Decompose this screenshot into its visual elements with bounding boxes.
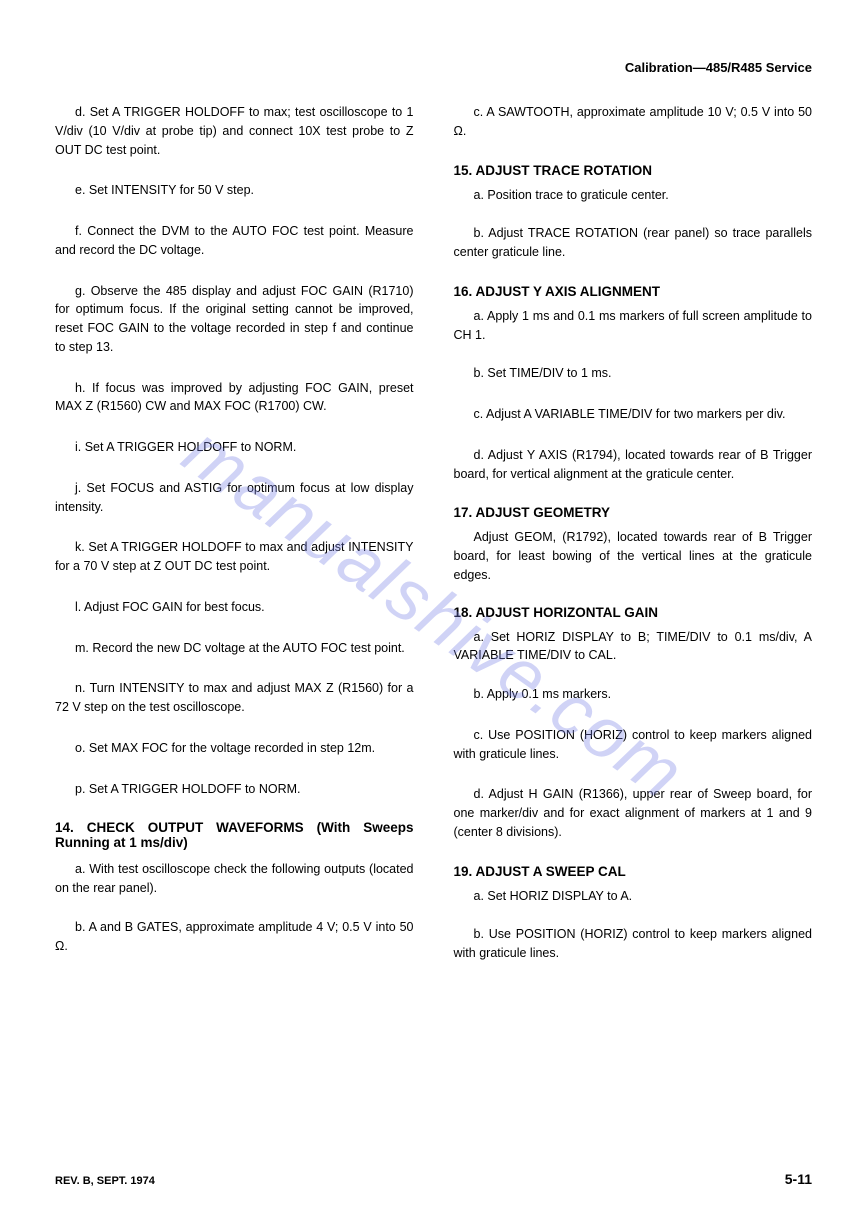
heading-17: 17. ADJUST GEOMETRY <box>454 505 813 520</box>
step-17: Adjust GEOM, (R1792), located towards re… <box>454 528 813 584</box>
step-n: n. Turn INTENSITY to max and adjust MAX … <box>55 679 414 717</box>
step-16c: c. Adjust A VARIABLE TIME/DIV for two ma… <box>454 405 813 424</box>
heading-15: 15. ADJUST TRACE ROTATION <box>454 163 813 178</box>
step-14a: a. With test oscilloscope check the foll… <box>55 860 414 898</box>
step-18d: d. Adjust H GAIN (R1366), upper rear of … <box>454 785 813 841</box>
step-19a: a. Set HORIZ DISPLAY to A. <box>454 887 813 906</box>
step-16b: b. Set TIME/DIV to 1 ms. <box>454 364 813 383</box>
page-header: Calibration—485/R485 Service <box>55 60 812 75</box>
heading-18: 18. ADJUST HORIZONTAL GAIN <box>454 605 813 620</box>
step-h: h. If focus was improved by adjusting FO… <box>55 379 414 417</box>
step-16d: d. Adjust Y AXIS (R1794), located toward… <box>454 446 813 484</box>
revision-date: REV. B, SEPT. 1974 <box>55 1175 155 1187</box>
step-18c: c. Use POSITION (HORIZ) control to keep … <box>454 726 813 764</box>
heading-14: 14. CHECK OUTPUT WAVEFORMS (With Sweeps … <box>55 820 414 850</box>
step-16a: a. Apply 1 ms and 0.1 ms markers of full… <box>454 307 813 345</box>
heading-19: 19. ADJUST A SWEEP CAL <box>454 864 813 879</box>
step-l: l. Adjust FOC GAIN for best focus. <box>55 598 414 617</box>
step-p: p. Set A TRIGGER HOLDOFF to NORM. <box>55 780 414 799</box>
step-15a: a. Position trace to graticule center. <box>454 186 813 205</box>
step-f: f. Connect the DVM to the AUTO FOC test … <box>55 222 414 260</box>
step-e: e. Set INTENSITY for 50 V step. <box>55 181 414 200</box>
step-g: g. Observe the 485 display and adjust FO… <box>55 282 414 357</box>
step-d: d. Set A TRIGGER HOLDOFF to max; test os… <box>55 103 414 159</box>
page-footer: REV. B, SEPT. 1974 5-11 <box>55 1171 812 1187</box>
step-k: k. Set A TRIGGER HOLDOFF to max and adju… <box>55 538 414 576</box>
step-m: m. Record the new DC voltage at the AUTO… <box>55 639 414 658</box>
step-14c: c. A SAWTOOTH, approximate amplitude 10 … <box>454 103 813 141</box>
step-14b: b. A and B GATES, approximate amplitude … <box>55 918 414 956</box>
page-number: 5-11 <box>785 1171 812 1187</box>
heading-16: 16. ADJUST Y AXIS ALIGNMENT <box>454 284 813 299</box>
step-j: j. Set FOCUS and ASTIG for optimum focus… <box>55 479 414 517</box>
right-column: c. A SAWTOOTH, approximate amplitude 10 … <box>454 103 813 985</box>
step-18b: b. Apply 0.1 ms markers. <box>454 685 813 704</box>
step-o: o. Set MAX FOC for the voltage recorded … <box>55 739 414 758</box>
step-19b: b. Use POSITION (HORIZ) control to keep … <box>454 925 813 963</box>
step-18a: a. Set HORIZ DISPLAY to B; TIME/DIV to 0… <box>454 628 813 666</box>
content-columns: d. Set A TRIGGER HOLDOFF to max; test os… <box>55 103 812 985</box>
left-column: d. Set A TRIGGER HOLDOFF to max; test os… <box>55 103 414 985</box>
step-15b: b. Adjust TRACE ROTATION (rear panel) so… <box>454 224 813 262</box>
step-i: i. Set A TRIGGER HOLDOFF to NORM. <box>55 438 414 457</box>
